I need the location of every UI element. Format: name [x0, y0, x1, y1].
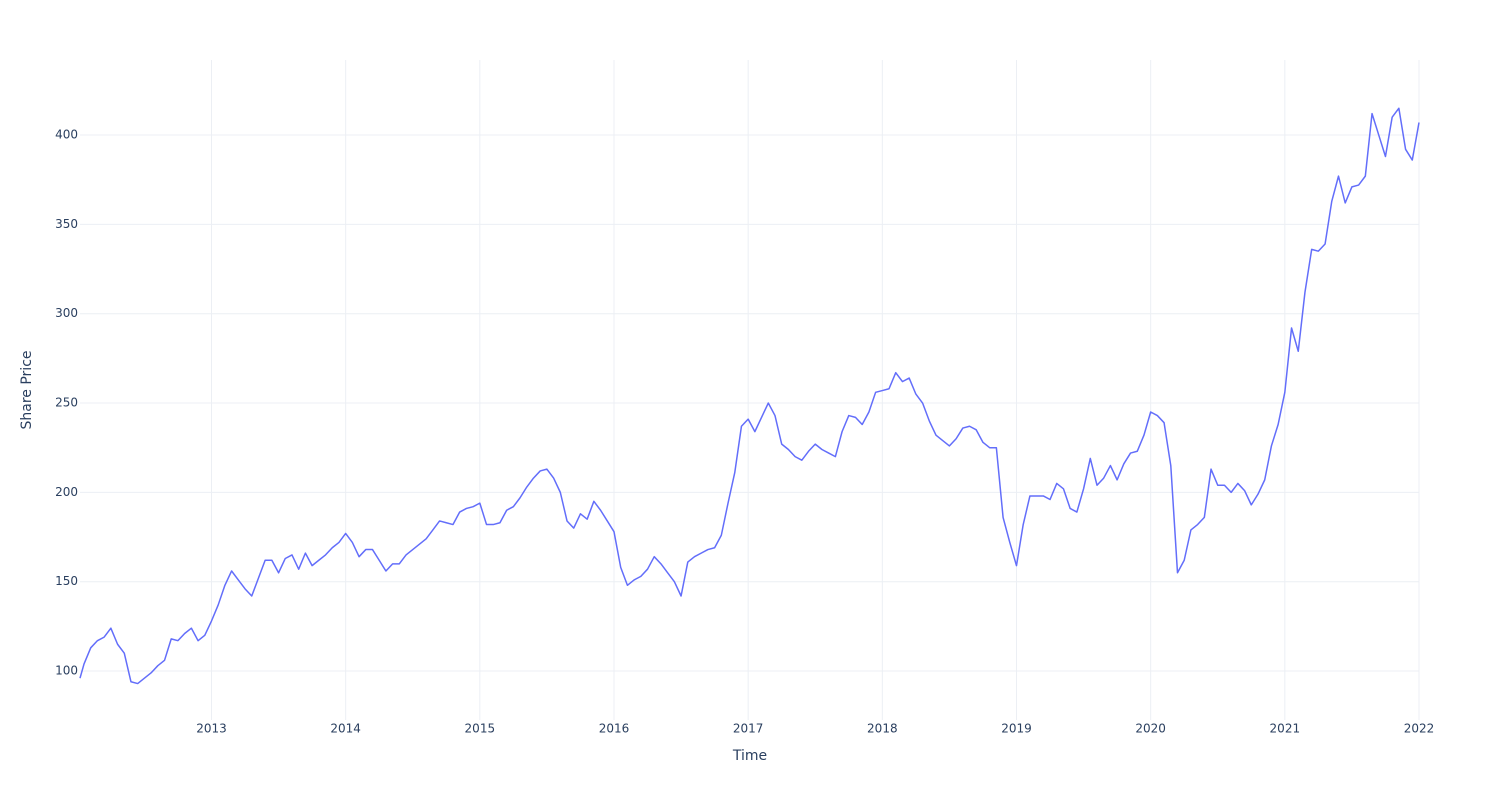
- x-axis-title: Time: [732, 748, 767, 764]
- x-tick-label: 2022: [1404, 722, 1435, 736]
- y-tick-label: 100: [55, 664, 78, 678]
- y-axis-title: Share Price: [19, 350, 35, 429]
- x-tick-label: 2019: [1001, 722, 1032, 736]
- x-tick-label: 2021: [1270, 722, 1301, 736]
- x-tick-label: 2014: [330, 722, 361, 736]
- x-tick-label: 2020: [1135, 722, 1166, 736]
- x-tick-label: 2015: [465, 722, 496, 736]
- y-tick-label: 150: [55, 574, 78, 588]
- y-tick-label: 350: [55, 217, 78, 231]
- price-line: [79, 107, 1420, 685]
- y-tick-label: 200: [55, 485, 78, 499]
- x-tick-label: 2018: [867, 722, 898, 736]
- y-tick-label: 400: [55, 128, 78, 142]
- x-tick-label: 2016: [599, 722, 630, 736]
- x-tick-label: 2017: [733, 722, 764, 736]
- y-tick-label: 250: [55, 396, 78, 410]
- x-tick-label: 2013: [196, 722, 227, 736]
- y-tick-label: 300: [55, 306, 78, 320]
